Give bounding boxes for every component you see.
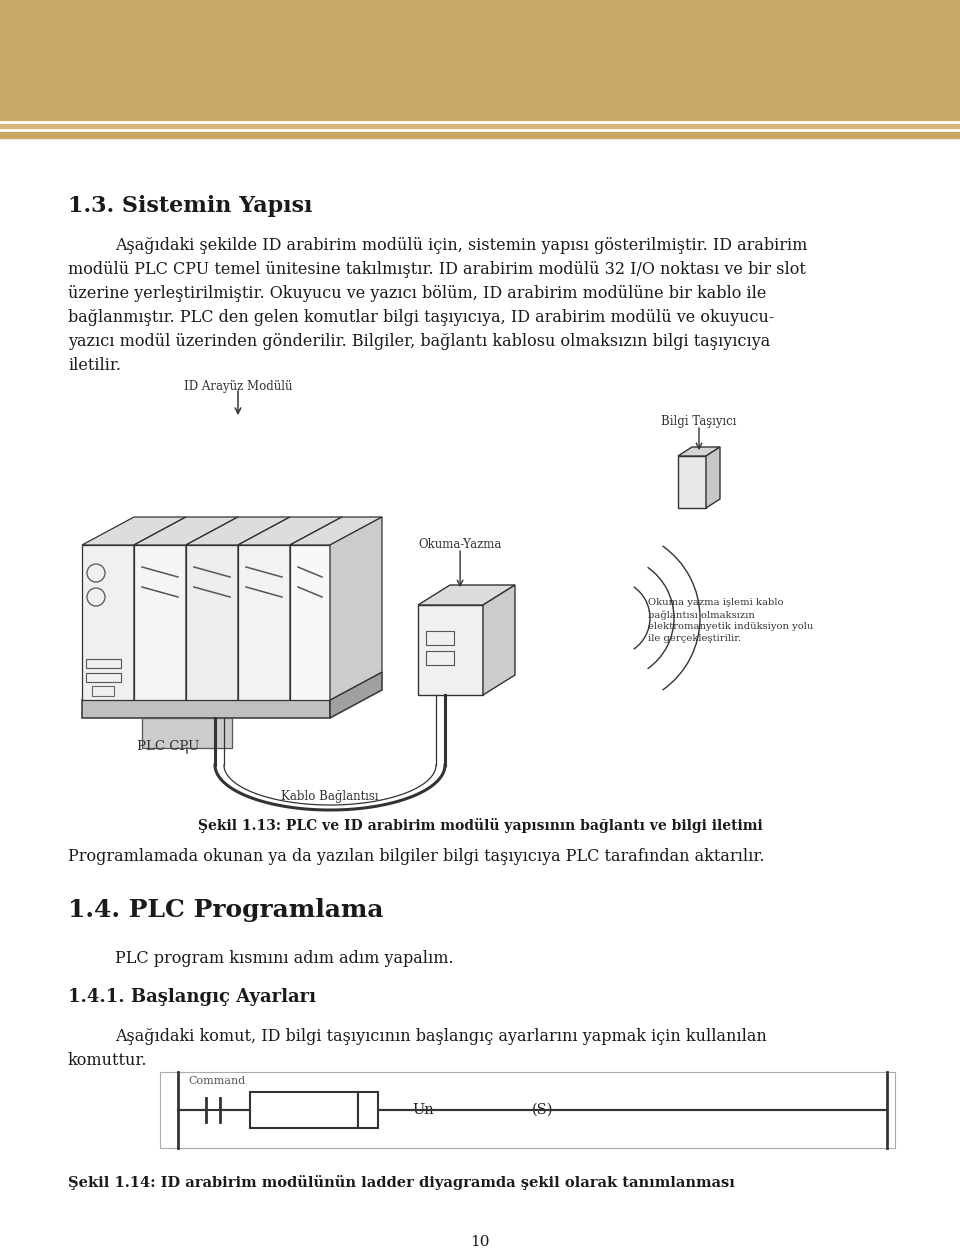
Text: Okuma-Yazma: Okuma-Yazma [419,538,502,551]
Bar [426,631,454,645]
Bar [0,0,960,120]
Text: Şekil 1.13: PLC ve ID arabirim modülü yapısının bağlantı ve bilgi iletimi: Şekil 1.13: PLC ve ID arabirim modülü ya… [198,818,762,833]
Polygon shape [82,545,134,700]
Polygon shape [238,545,290,700]
Bar [92,686,114,696]
Text: Bilgi Taşıyıcı: Bilgi Taşıyıcı [661,415,736,428]
Bar [250,1092,358,1128]
Polygon shape [238,517,290,700]
Polygon shape [330,672,382,718]
Text: (S): (S) [532,1103,554,1117]
Text: 1.3. Sistemin Yapısı: 1.3. Sistemin Yapısı [68,195,312,217]
Bar [426,651,454,665]
Text: Şekil 1.14: ID arabirim modülünün ladder diyagramda şekil olarak tanımlanması: Şekil 1.14: ID arabirim modülünün ladder… [68,1175,734,1190]
Polygon shape [418,606,483,695]
Bar [86,674,121,682]
Bar [142,718,232,748]
Bar [0,123,960,128]
Text: üzerine yerleştirilmiştir. Okuyucu ve yazıcı bölüm, ID arabirim modülüne bir kab: üzerine yerleştirilmiştir. Okuyucu ve ya… [68,285,766,302]
Polygon shape [290,517,382,545]
Polygon shape [290,545,330,700]
Bar [358,1092,378,1128]
Text: 10: 10 [470,1235,490,1249]
Polygon shape [706,447,720,507]
Text: 1.4. PLC Programlama: 1.4. PLC Programlama [68,898,383,922]
Polygon shape [418,585,515,606]
Text: iletilir.: iletilir. [68,358,121,374]
Polygon shape [134,517,186,700]
Text: Command: Command [188,1076,245,1087]
Polygon shape [678,447,720,456]
Text: yazıcı modül üzerinden gönderilir. Bilgiler, bağlantı kablosu olmaksızın bilgi t: yazıcı modül üzerinden gönderilir. Bilgi… [68,332,770,350]
Text: ID Arayüz Modülü: ID Arayüz Modülü [183,380,292,393]
Polygon shape [186,545,238,700]
Text: Programlamada okunan ya da yazılan bilgiler bilgi taşıyıcıya PLC tarafından akta: Programlamada okunan ya da yazılan bilgi… [68,849,764,865]
Text: komuttur.: komuttur. [68,1053,148,1069]
Text: Un: Un [412,1103,434,1117]
Text: Okuma yazma işlemi kablo
bağlantısı olmaksızın
elektromanyetik indüksiyon yolu
i: Okuma yazma işlemi kablo bağlantısı olma… [648,598,813,643]
Text: Aşağıdaki şekilde ID arabirim modülü için, sistemin yapısı gösterilmiştir. ID ar: Aşağıdaki şekilde ID arabirim modülü içi… [115,237,807,254]
Text: 1.4.1. Başlangıç Ayarları: 1.4.1. Başlangıç Ayarları [68,988,316,1006]
Polygon shape [82,672,382,700]
Text: Aşağıdaki komut, ID bilgi taşıyıcının başlangıç ayarlarını yapmak için kullanıla: Aşağıdaki komut, ID bilgi taşıyıcının ba… [115,1029,767,1045]
Text: bağlanmıştır. PLC den gelen komutlar bilgi taşıyıcıya, ID arabirim modülü ve oku: bağlanmıştır. PLC den gelen komutlar bil… [68,308,775,326]
Polygon shape [330,517,382,700]
Polygon shape [678,456,706,507]
Polygon shape [186,517,290,545]
Text: PLC program kısmını adım adım yapalım.: PLC program kısmını adım adım yapalım. [115,951,454,967]
Polygon shape [134,545,186,700]
Polygon shape [290,517,342,700]
Text: PLC CPU: PLC CPU [137,740,200,753]
Text: GP.IDINIT: GP.IDINIT [265,1103,332,1117]
Bar [0,132,960,138]
Polygon shape [483,585,515,695]
Polygon shape [238,517,342,545]
Bar [160,1071,895,1148]
Polygon shape [82,700,330,718]
Text: modülü PLC CPU temel ünitesine takılmıştır. ID arabirim modülü 32 I/O noktası ve: modülü PLC CPU temel ünitesine takılmışt… [68,261,805,278]
Polygon shape [82,517,186,545]
Polygon shape [134,517,238,545]
Text: Kablo Bağlantısı: Kablo Bağlantısı [281,789,379,803]
Polygon shape [186,517,238,700]
Bar [86,658,121,669]
